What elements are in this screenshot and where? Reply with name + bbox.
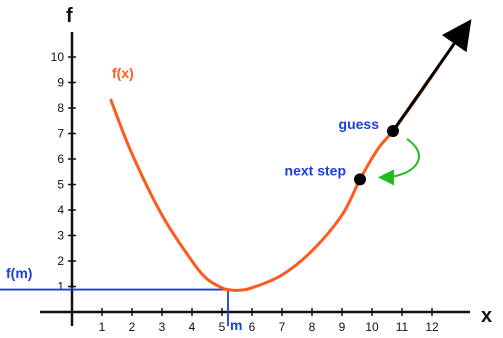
y-tick-label: 7 <box>57 127 64 141</box>
x-tick-label: 10 <box>365 320 379 334</box>
y-axis-title: f <box>66 5 73 27</box>
tangent-arrow <box>391 19 472 132</box>
x-tick-label: 9 <box>339 320 346 334</box>
y-tick-label: 9 <box>57 76 64 90</box>
minimum-guides: f(m) m <box>0 265 242 333</box>
y-tick-label: 10 <box>51 50 65 64</box>
y-ticks: 1 2 3 4 5 6 7 8 9 10 <box>51 50 76 294</box>
y-tick-label: 8 <box>57 101 64 115</box>
x-tick-label: 4 <box>189 320 196 334</box>
step-arrow <box>378 138 420 186</box>
y-tick-label: 2 <box>57 254 64 268</box>
next-step-label: next step <box>285 162 346 178</box>
guess-label: guess <box>339 116 380 132</box>
x-axis-title: x <box>481 305 492 327</box>
x-tick-label: 11 <box>396 320 409 334</box>
series-label-f-of-x: f(x) <box>112 65 134 81</box>
series-line-f-of-x <box>109 65 440 292</box>
x-tick-label: 5 <box>219 320 226 334</box>
x-tick-label: 7 <box>279 320 286 334</box>
y-tick-label: 3 <box>57 229 64 243</box>
y-tick-label: 4 <box>57 203 64 217</box>
f-of-m-label: f(m) <box>6 265 32 281</box>
guess-point <box>387 124 399 137</box>
y-tick-label: 6 <box>57 152 64 166</box>
x-tick-label: 1 <box>99 320 106 334</box>
x-tick-label: 2 <box>129 320 136 334</box>
y-tick-label: 5 <box>57 178 64 192</box>
next-step-point <box>354 173 366 186</box>
y-tick-label: 1 <box>57 280 64 294</box>
x-ticks: 1 2 3 4 5 6 7 8 9 10 11 12 <box>99 308 439 334</box>
x-tick-label: 8 <box>309 320 316 334</box>
x-tick-label: 6 <box>249 320 256 334</box>
m-label: m <box>230 317 242 333</box>
x-tick-label: 12 <box>425 320 439 334</box>
x-tick-label: 3 <box>159 320 166 334</box>
